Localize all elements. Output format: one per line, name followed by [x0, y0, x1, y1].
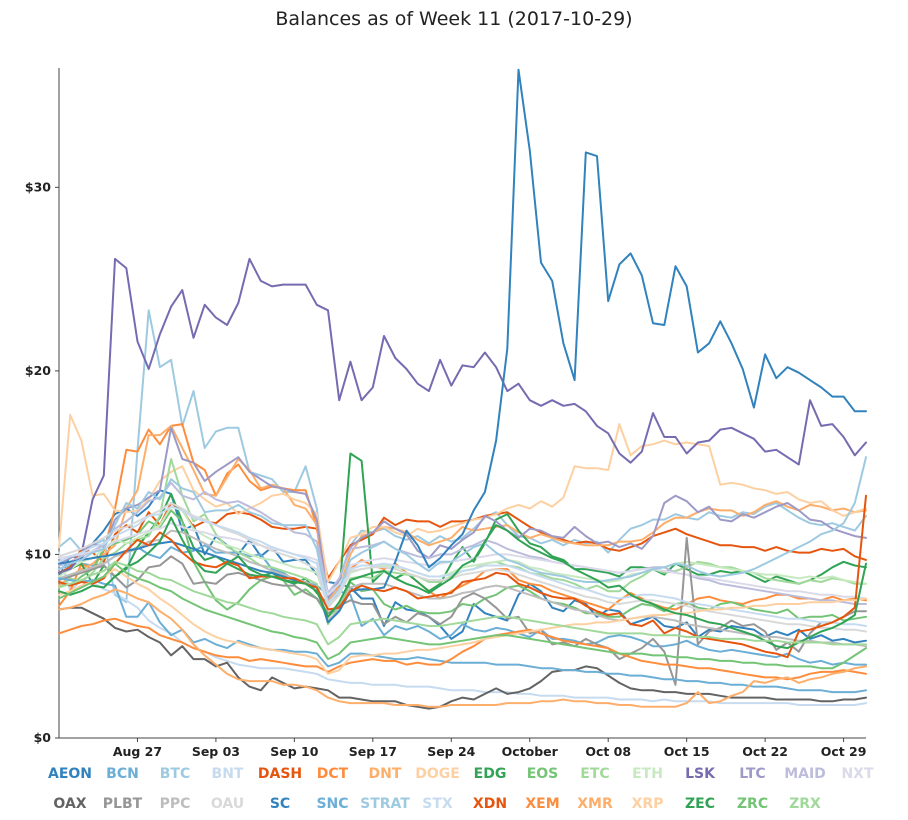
- legend-item-oax[interactable]: OAX: [53, 796, 86, 812]
- legend-item-doge[interactable]: DOGE: [415, 766, 460, 782]
- series-line-btc[interactable]: [58, 309, 867, 609]
- series-line-xrp[interactable]: [58, 568, 867, 675]
- y-tick-label: $20: [25, 363, 51, 378]
- x-tick-label: Oct 29: [821, 744, 867, 759]
- series-line-strat[interactable]: [58, 456, 867, 605]
- legend-item-eth[interactable]: ETH: [632, 766, 663, 782]
- legend-item-oau[interactable]: OAU: [211, 796, 244, 812]
- series-line-zrx[interactable]: [58, 560, 867, 646]
- series-line-zec[interactable]: [58, 516, 867, 650]
- x-tick-label: Sep 03: [192, 744, 240, 759]
- x-tick-label: Oct 08: [585, 744, 631, 759]
- series-line-snc[interactable]: [58, 577, 867, 694]
- y-tick-label: $10: [25, 546, 51, 561]
- legend-item-dash[interactable]: DASH: [258, 766, 302, 782]
- series-line-ppc[interactable]: [58, 529, 867, 648]
- x-tick-label: October: [502, 744, 559, 759]
- legend-item-dct[interactable]: DCT: [317, 766, 349, 782]
- legend-item-etc[interactable]: ETC: [580, 766, 609, 782]
- series-line-sc[interactable]: [58, 68, 867, 624]
- legend-item-zrc[interactable]: ZRC: [737, 796, 768, 812]
- series-line-ltc[interactable]: [58, 426, 867, 600]
- legend-item-aeon[interactable]: AEON: [48, 766, 92, 782]
- legend-item-xrp[interactable]: XRP: [632, 796, 664, 812]
- legend-item-snc[interactable]: SNC: [316, 796, 348, 812]
- legend-item-edg[interactable]: EDG: [474, 766, 507, 782]
- legend-item-nxt[interactable]: NXT: [841, 766, 874, 782]
- y-axis-tick-labels: $0 $10 $20 $30: [25, 179, 59, 745]
- legend-item-eos[interactable]: EOS: [527, 766, 559, 782]
- series-line-xem[interactable]: [58, 617, 867, 681]
- legend-item-sc[interactable]: SC: [270, 796, 290, 812]
- series-line-oau[interactable]: [58, 502, 867, 633]
- series-lines: [58, 68, 867, 710]
- legend-item-zrx[interactable]: ZRX: [789, 796, 821, 812]
- axes: [58, 68, 866, 739]
- legend-item-ppc[interactable]: PPC: [160, 796, 191, 812]
- series-line-dnt[interactable]: [58, 424, 867, 602]
- series-line-aeon[interactable]: [58, 489, 867, 644]
- legend-item-stx[interactable]: STX: [422, 796, 453, 812]
- legend-item-plbt[interactable]: PLBT: [103, 796, 143, 812]
- chart-title: Balances as of Week 11 (2017-10-29): [275, 8, 633, 30]
- x-tick-label: Oct 22: [742, 744, 788, 759]
- series-line-eth[interactable]: [58, 505, 867, 607]
- legend-item-xdn[interactable]: XDN: [473, 796, 507, 812]
- series-line-bcn[interactable]: [58, 544, 867, 666]
- legend[interactable]: AEON BCN BTC BNT DASH DCT DNT DOGE EDG EOS ETC ETH L…: [48, 766, 874, 812]
- series-line-xdn[interactable]: [58, 494, 867, 659]
- series-line-zrc[interactable]: [58, 562, 867, 670]
- legend-item-lsk[interactable]: LSK: [685, 766, 716, 782]
- legend-item-xmr[interactable]: XMR: [577, 796, 613, 812]
- legend-item-bnt[interactable]: BNT: [212, 766, 244, 782]
- y-tick-label: $0: [34, 730, 52, 745]
- x-tick-label: Sep 24: [427, 744, 475, 759]
- legend-item-ltc[interactable]: LTC: [739, 766, 765, 782]
- legend-item-btc[interactable]: BTC: [160, 766, 191, 782]
- x-tick-label: Oct 15: [664, 744, 710, 759]
- x-axis-tick-labels: Aug 27 Sep 03 Sep 10 Sep 17 Sep 24 October Oct…: [113, 738, 867, 759]
- legend-item-xem[interactable]: XEM: [525, 796, 559, 812]
- legend-item-strat[interactable]: STRAT: [360, 796, 410, 812]
- x-tick-label: Sep 10: [270, 744, 318, 759]
- legend-item-maid[interactable]: MAID: [784, 766, 826, 782]
- series-line-maid[interactable]: [58, 481, 867, 605]
- series-line-plbt[interactable]: [58, 536, 867, 686]
- series-line-nxt[interactable]: [58, 522, 867, 600]
- series-line-lsk[interactable]: [58, 257, 867, 574]
- y-tick-label: $30: [25, 179, 51, 194]
- x-tick-label: Sep 17: [349, 744, 397, 759]
- series-line-stx[interactable]: [58, 505, 867, 627]
- series-line-edg[interactable]: [58, 452, 867, 605]
- series-line-doge[interactable]: [58, 413, 867, 583]
- legend-item-bcn[interactable]: BCN: [106, 766, 139, 782]
- legend-item-zec[interactable]: ZEC: [685, 796, 715, 812]
- series-line-oax[interactable]: [58, 606, 867, 710]
- series-line-xmr[interactable]: [58, 588, 867, 708]
- legend-item-dnt[interactable]: DNT: [369, 766, 402, 782]
- x-tick-label: Aug 27: [113, 744, 162, 759]
